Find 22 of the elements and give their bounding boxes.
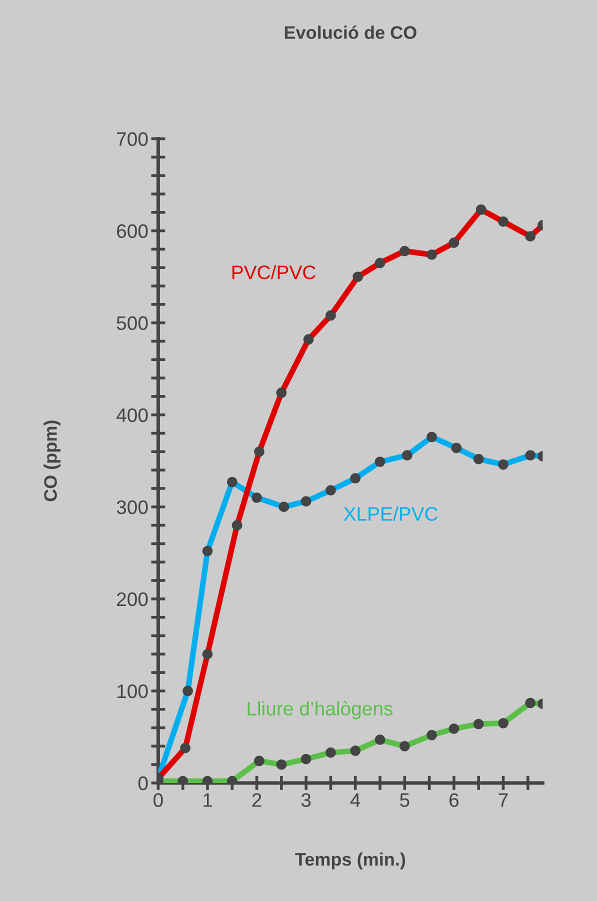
- x-tick-label: 6: [450, 793, 458, 807]
- y-tick-label: 700: [117, 132, 148, 146]
- series-label: XLPE/PVC: [344, 506, 438, 521]
- chart-title: Evolució de CO: [284, 26, 416, 39]
- y-tick-label: 100: [118, 684, 148, 698]
- x-tick-label: 5: [400, 793, 410, 807]
- series-label: PVC/PVC: [232, 264, 316, 280]
- y-tick-label: 0: [138, 776, 148, 790]
- y-tick-label: 200: [117, 592, 148, 606]
- x-tick-label: 7: [498, 793, 508, 807]
- y-tick-label: 600: [117, 224, 148, 238]
- x-tick-label: 3: [301, 793, 311, 807]
- y-axis-title: CO (ppm): [44, 420, 60, 502]
- series-label: Lliure d’halògens: [248, 700, 392, 720]
- x-tick-label: 2: [252, 793, 262, 807]
- y-tick-label: 400: [116, 408, 148, 422]
- x-tick-label: 0: [154, 793, 163, 807]
- x-tick-label: 1: [204, 793, 212, 807]
- y-tick-label: 300: [116, 500, 148, 514]
- y-tick-label: 500: [116, 316, 148, 330]
- x-tick-label: 4: [350, 793, 360, 807]
- x-axis-title: Temps (min.): [295, 852, 406, 870]
